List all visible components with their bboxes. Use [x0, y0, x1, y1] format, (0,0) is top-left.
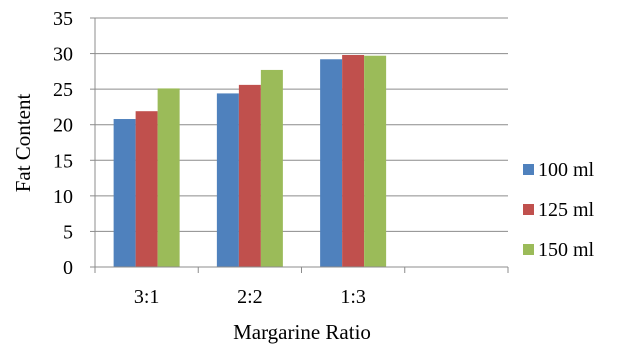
legend-swatch: [523, 204, 534, 215]
legend-label: 150 ml: [538, 239, 595, 261]
legend-label: 100 ml: [538, 159, 595, 181]
bar: [135, 111, 158, 267]
bar: [216, 93, 239, 267]
x-tick-label: 3:1: [134, 286, 160, 308]
bar: [260, 69, 283, 267]
legend-swatch: [523, 244, 534, 255]
y-tick-label: 35: [53, 8, 73, 30]
x-tick-labels: 3:1 2:2 1:3: [134, 286, 366, 308]
x-tick-label: 1:3: [340, 286, 366, 308]
y-tick-label: 5: [63, 221, 73, 243]
x-tick-label: 2:2: [237, 286, 263, 308]
axes: [90, 17, 509, 273]
y-tick-label: 20: [53, 115, 73, 137]
bar: [342, 54, 365, 267]
legend: 100 ml 125 ml 150 ml: [523, 159, 595, 261]
bar: [113, 119, 136, 267]
y-tick-label: 0: [63, 257, 73, 279]
x-axis-title: Margarine Ratio: [233, 320, 371, 344]
bars: [113, 54, 387, 268]
bar: [320, 59, 343, 268]
y-axis-title: Fat Content: [11, 94, 35, 193]
y-tick-label: 15: [53, 150, 73, 172]
bar: [364, 55, 387, 267]
bar: [238, 84, 261, 267]
legend-swatch: [523, 164, 534, 175]
legend-label: 125 ml: [538, 199, 595, 221]
y-tick-label: 10: [53, 186, 73, 208]
bar: [157, 88, 180, 267]
y-tick-labels: 0 5 10 15 20 25 30 35: [53, 8, 73, 279]
y-tick-label: 30: [53, 44, 73, 66]
y-tick-label: 25: [53, 79, 73, 101]
